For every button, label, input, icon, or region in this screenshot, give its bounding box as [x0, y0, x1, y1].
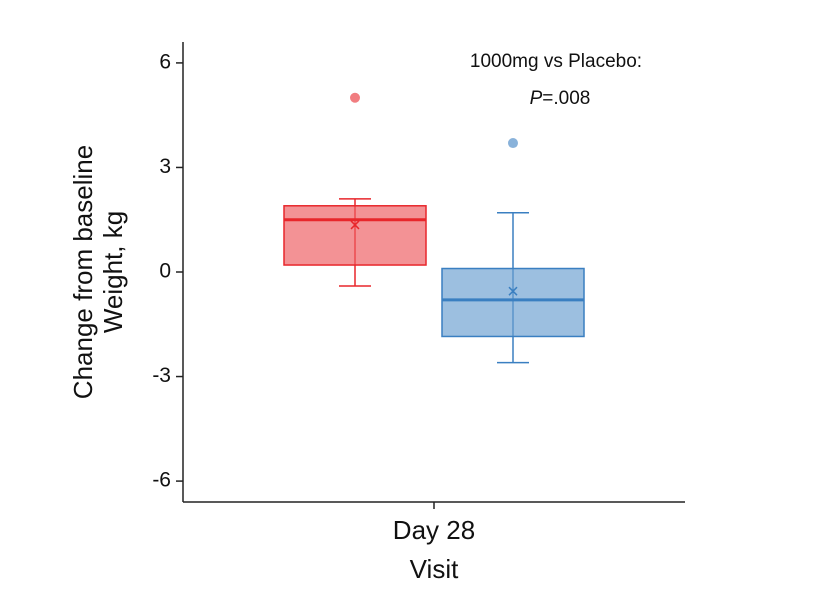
p-symbol: P: [530, 88, 543, 109]
p-value: =.008: [542, 88, 590, 109]
outlier: [350, 92, 360, 103]
mean-marker: [350, 220, 360, 230]
y-tick-label: 0: [159, 260, 171, 283]
y-tick-label: -6: [152, 469, 171, 492]
y-axis-label: Change from baseline Weight, kg: [68, 145, 128, 399]
y-tick-label: 6: [159, 50, 171, 73]
x-tick-label: Day 28: [393, 515, 475, 545]
y-axis-label-line: Weight, kg: [98, 211, 128, 333]
annotation: P=.008: [530, 88, 591, 109]
y-tick-label: -3: [152, 364, 171, 387]
y-axis-label-line: Change from baseline: [68, 145, 98, 399]
mean-marker: [508, 286, 518, 296]
outlier: [508, 138, 518, 149]
y-tick-label: 3: [159, 155, 171, 178]
x-axis-label: Visit: [410, 554, 459, 584]
annotation: 1000mg vs Placebo:: [470, 51, 642, 72]
